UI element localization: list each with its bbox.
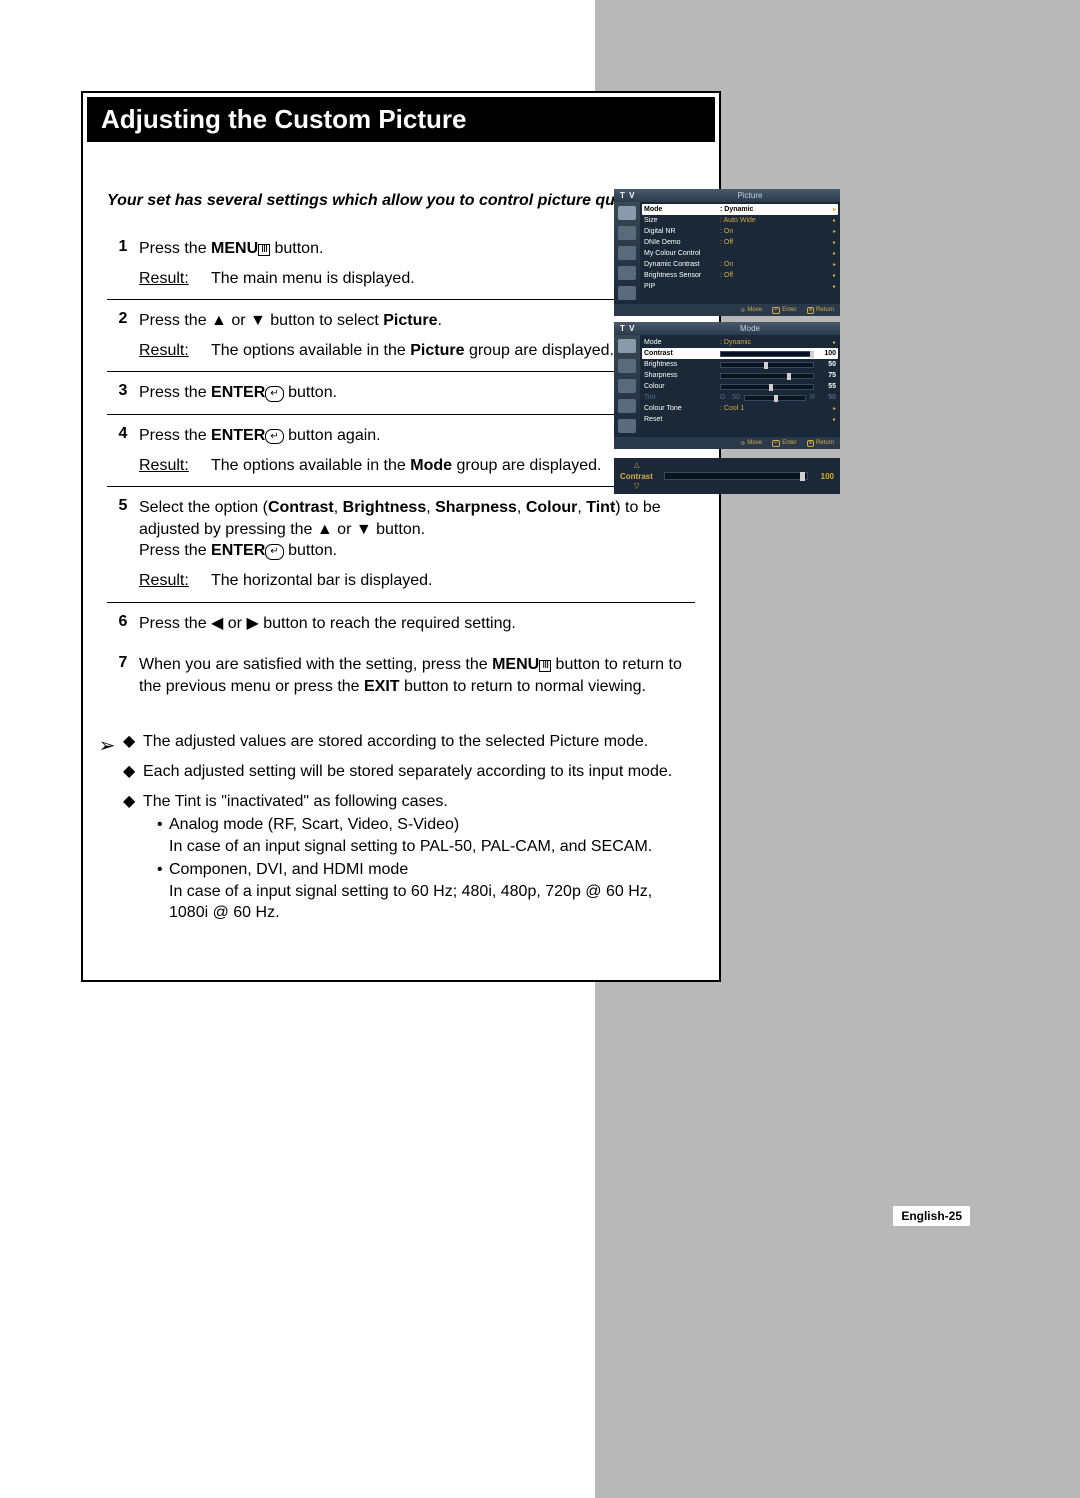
notes-list: ◆The adjusted values are stored accordin… bbox=[123, 731, 695, 932]
osd-return-hint: Ⅲ Return bbox=[807, 440, 834, 447]
osd-move-hint: ≎ Move bbox=[740, 440, 762, 447]
osd-row: Mode: Dynamic▸ bbox=[644, 337, 836, 348]
step: 7When you are satisfied with the setting… bbox=[107, 644, 695, 707]
osd-header: T V Picture bbox=[614, 189, 840, 202]
note-text: The Tint is "inactivated" as following c… bbox=[143, 791, 695, 925]
step: 2Press the ▲ or ▼ button to select Pictu… bbox=[107, 300, 695, 372]
step-number: 7 bbox=[107, 654, 139, 697]
step-number: 6 bbox=[107, 613, 139, 635]
osd-picture-menu: T V Picture Mode: Dynamic▸Size: Auto Wid… bbox=[614, 189, 840, 316]
osd-tab-icon bbox=[618, 286, 636, 300]
osd-tab-icon bbox=[618, 359, 636, 373]
note-text: Each adjusted setting will be stored sep… bbox=[143, 761, 695, 783]
step-number: 3 bbox=[107, 382, 139, 404]
osd-mode-menu: T V Mode Mode: Dynamic▸Contrast100Bright… bbox=[614, 322, 840, 449]
osd-row: Contrast100 bbox=[642, 348, 838, 359]
osd-icon-column bbox=[614, 335, 640, 437]
page-number: English-25 bbox=[893, 1206, 970, 1226]
step-body: Press the ▲ or ▼ button to select Pictur… bbox=[139, 310, 695, 361]
step: 4Press the ENTER↵ button again.Result:Th… bbox=[107, 415, 695, 487]
diamond-icon: ◆ bbox=[123, 761, 143, 783]
osd-tab-icon bbox=[618, 399, 636, 413]
sub-bullet: •Componen, DVI, and HDMI modeIn case of … bbox=[143, 859, 695, 924]
osd-row: Size: Auto Wide▸ bbox=[644, 215, 836, 226]
osd-tab-icon bbox=[618, 266, 636, 280]
notes-section: ➢ ◆The adjusted values are stored accord… bbox=[83, 723, 719, 980]
osd-row: Digital NR: On▸ bbox=[644, 226, 836, 237]
osd-row: DNIe Demo: Off▸ bbox=[644, 237, 836, 248]
note-item: ◆The Tint is "inactivated" as following … bbox=[123, 791, 695, 925]
osd-row: Mode: Dynamic▸ bbox=[642, 204, 838, 215]
step-number: 4 bbox=[107, 425, 139, 476]
osd-tab-icon bbox=[618, 339, 636, 353]
step-body: Press the ◀ or ▶ button to reach the req… bbox=[139, 613, 695, 635]
osd-body: Mode: Dynamic▸Contrast100Brightness50Sha… bbox=[614, 335, 840, 437]
up-triangle-icon: △ bbox=[620, 462, 834, 469]
contrast-value: 100 bbox=[814, 472, 834, 481]
step-number: 1 bbox=[107, 238, 139, 289]
note-text: The adjusted values are stored according… bbox=[143, 731, 695, 753]
osd-icon-column bbox=[614, 202, 640, 304]
step-body: When you are satisfied with the setting,… bbox=[139, 654, 695, 697]
osd-row: My Colour Control▸ bbox=[644, 248, 836, 259]
note-item: ◆Each adjusted setting will be stored se… bbox=[123, 761, 695, 783]
diamond-icon: ◆ bbox=[123, 731, 143, 753]
osd-tv-label: T V bbox=[614, 324, 660, 333]
osd-rows: Mode: Dynamic▸Contrast100Brightness50Sha… bbox=[640, 335, 840, 437]
step: 3Press the ENTER↵ button. bbox=[107, 372, 695, 415]
osd-row: Colour Tone: Cool 1▸ bbox=[644, 403, 836, 414]
osd-tab-icon bbox=[618, 246, 636, 260]
step: 5Select the option (Contrast, Brightness… bbox=[107, 487, 695, 602]
osd-row: Brightness Sensor: Off▸ bbox=[644, 270, 836, 281]
osd-row: Dynamic Contrast: On▸ bbox=[644, 259, 836, 270]
osd-move-hint: ≎ Move bbox=[740, 307, 762, 314]
down-triangle-icon: ▽ bbox=[620, 483, 834, 490]
osd-title: Picture bbox=[660, 191, 840, 200]
osd-rows: Mode: Dynamic▸Size: Auto Wide▸Digital NR… bbox=[640, 202, 840, 304]
contrast-slider-osd: △ Contrast 100 ▽ bbox=[614, 458, 840, 494]
diamond-icon: ◆ bbox=[123, 791, 143, 925]
note-item: ◆The adjusted values are stored accordin… bbox=[123, 731, 695, 753]
step-body: Select the option (Contrast, Brightness,… bbox=[139, 497, 695, 591]
osd-body: Mode: Dynamic▸Size: Auto Wide▸Digital NR… bbox=[614, 202, 840, 304]
osd-row: PIP▸ bbox=[644, 281, 836, 292]
osd-row: Reset▸ bbox=[644, 414, 836, 425]
step-body: Press the ENTER↵ button. bbox=[139, 382, 695, 404]
osd-tv-label: T V bbox=[614, 191, 660, 200]
osd-row: Brightness50 bbox=[644, 359, 836, 370]
step: 1Press the MENUⅢ button.Result:The main … bbox=[107, 228, 695, 300]
osd-enter-hint: ↵ Enter bbox=[772, 307, 797, 314]
step-body: Press the ENTER↵ button again.Result:The… bbox=[139, 425, 695, 476]
osd-footer: ≎ Move ↵ Enter Ⅲ Return bbox=[614, 437, 840, 449]
step: 6Press the ◀ or ▶ button to reach the re… bbox=[107, 603, 695, 645]
osd-footer: ≎ Move ↵ Enter Ⅲ Return bbox=[614, 304, 840, 316]
osd-header: T V Mode bbox=[614, 322, 840, 335]
osd-return-hint: Ⅲ Return bbox=[807, 307, 834, 314]
osd-title: Mode bbox=[660, 324, 840, 333]
osd-tab-icon bbox=[618, 226, 636, 240]
contrast-slider bbox=[664, 472, 808, 480]
step-number: 2 bbox=[107, 310, 139, 361]
osd-enter-hint: ↵ Enter bbox=[772, 440, 797, 447]
osd-tab-icon bbox=[618, 379, 636, 393]
step-number: 5 bbox=[107, 497, 139, 591]
osd-tab-icon bbox=[618, 206, 636, 220]
step-body: Press the MENUⅢ button.Result:The main m… bbox=[139, 238, 695, 289]
contrast-row: Contrast 100 bbox=[620, 469, 834, 483]
contrast-label: Contrast bbox=[620, 472, 664, 481]
note-pointer-icon: ➢ bbox=[91, 731, 123, 932]
osd-tab-icon bbox=[618, 419, 636, 433]
page-title: Adjusting the Custom Picture bbox=[87, 97, 715, 142]
page: Adjusting the Custom Picture Your set ha… bbox=[0, 0, 1080, 1498]
slider-thumb-icon bbox=[800, 472, 805, 481]
sub-bullet: •Analog mode (RF, Scart, Video, S-Video)… bbox=[143, 814, 695, 857]
osd-row: TintG50R50 bbox=[644, 392, 836, 403]
osd-row: Colour55 bbox=[644, 381, 836, 392]
osd-row: Sharpness75 bbox=[644, 370, 836, 381]
